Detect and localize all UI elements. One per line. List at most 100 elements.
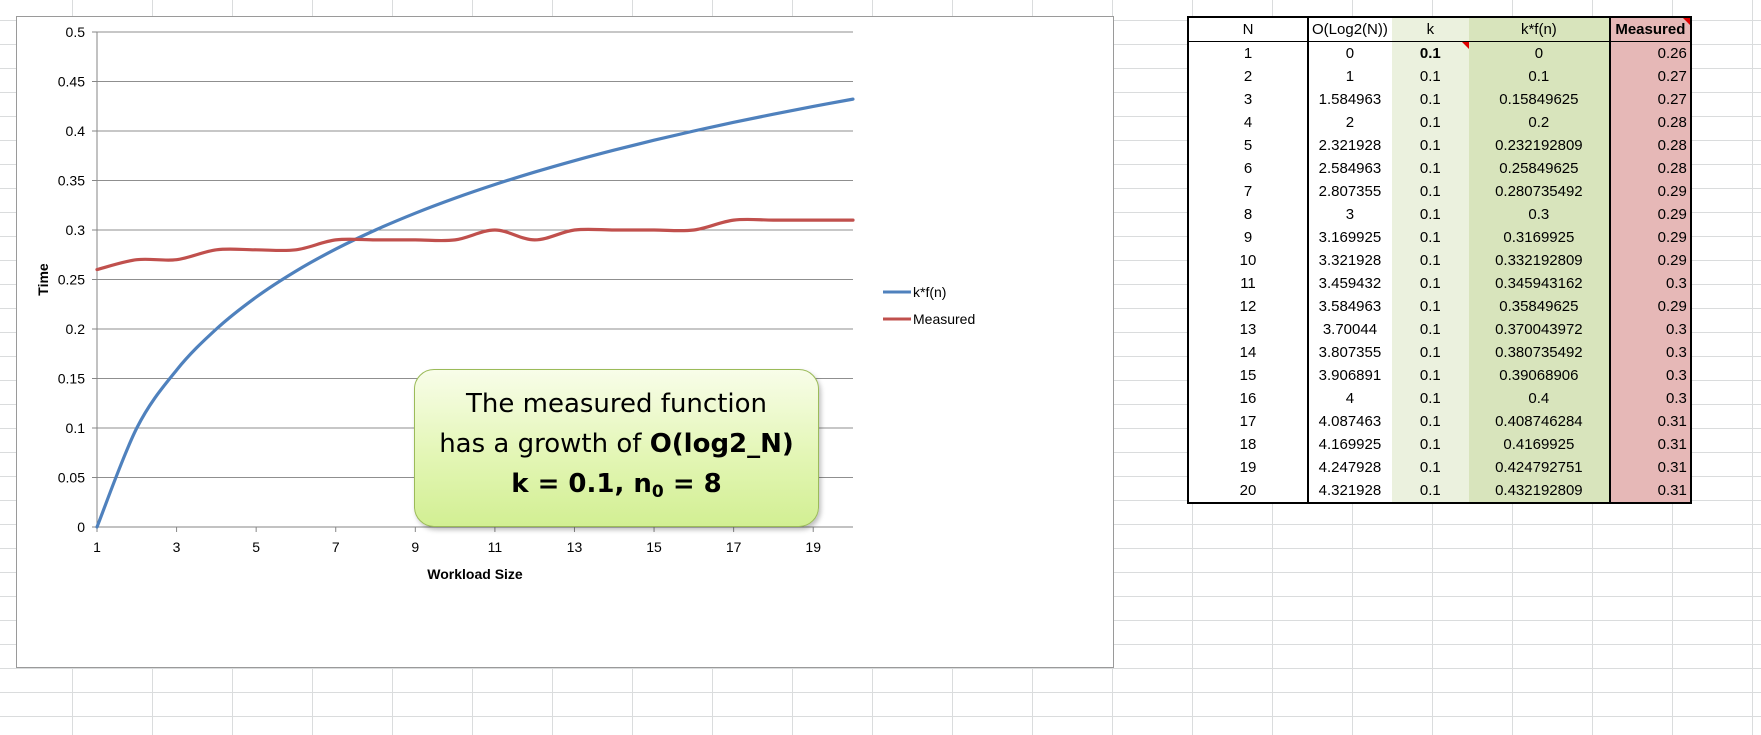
cell-n[interactable]: 20 [1187,479,1309,504]
cell-kfn[interactable]: 0.232192809 [1468,134,1610,157]
cell-measured[interactable]: 0.27 [1608,65,1692,88]
cell-olog[interactable]: 4.087463 [1308,410,1392,433]
cell-k[interactable]: 0.1 [1391,318,1469,341]
cell-measured[interactable]: 0.29 [1608,249,1692,272]
cell-kfn[interactable]: 0.39068906 [1468,364,1610,387]
cell-k[interactable]: 0.1 [1391,226,1469,249]
cell-k[interactable]: 0.1 [1391,111,1469,134]
cell-measured[interactable]: 0.28 [1608,111,1692,134]
cell-olog[interactable]: 4.321928 [1308,479,1392,504]
cell-olog[interactable]: 4 [1308,387,1392,410]
cell-n[interactable]: 12 [1187,295,1309,318]
cell-n[interactable]: 4 [1187,111,1309,134]
cell-olog[interactable]: 3 [1308,203,1392,226]
cell-olog[interactable]: 3.807355 [1308,341,1392,364]
cell-kfn[interactable]: 0.3169925 [1468,226,1610,249]
cell-kfn[interactable]: 0.432192809 [1468,479,1610,504]
cell-k[interactable]: 0.1 [1391,41,1469,65]
cell-k[interactable]: 0.1 [1391,410,1469,433]
cell-kfn[interactable]: 0.370043972 [1468,318,1610,341]
cell-olog[interactable]: 0 [1308,41,1392,65]
cell-n[interactable]: 19 [1187,456,1309,479]
cell-k[interactable]: 0.1 [1391,157,1469,180]
cell-n[interactable]: 2 [1187,65,1309,88]
cell-k[interactable]: 0.1 [1391,65,1469,88]
cell-measured[interactable]: 0.3 [1608,364,1692,387]
cell-olog[interactable]: 2.807355 [1308,180,1392,203]
cell-kfn[interactable]: 0.424792751 [1468,456,1610,479]
cell-kfn[interactable]: 0 [1468,41,1610,65]
cell-k[interactable]: 0.1 [1391,456,1469,479]
cell-n[interactable]: 3 [1187,88,1309,111]
cell-measured[interactable]: 0.3 [1608,272,1692,295]
cell-n[interactable]: 6 [1187,157,1309,180]
cell-kfn[interactable]: 0.345943162 [1468,272,1610,295]
cell-measured[interactable]: 0.3 [1608,341,1692,364]
cell-kfn[interactable]: 0.408746284 [1468,410,1610,433]
cell-measured[interactable]: 0.29 [1608,203,1692,226]
cell-n[interactable]: 18 [1187,433,1309,456]
header-k[interactable]: k [1391,16,1469,42]
cell-n[interactable]: 9 [1187,226,1309,249]
cell-n[interactable]: 13 [1187,318,1309,341]
cell-kfn[interactable]: 0.35849625 [1468,295,1610,318]
cell-measured[interactable]: 0.31 [1608,433,1692,456]
cell-k[interactable]: 0.1 [1391,364,1469,387]
chart-area[interactable]: 0 0.05 0.1 0.15 0.2 0.25 0.3 0.35 0.4 0.45 0.5 1 3 5 7… [16,16,1114,668]
header-kfn[interactable]: k*f(n) [1468,16,1610,42]
cell-n[interactable]: 17 [1187,410,1309,433]
cell-kfn[interactable]: 0.280735492 [1468,180,1610,203]
cell-kfn[interactable]: 0.15849625 [1468,88,1610,111]
cell-olog[interactable]: 4.169925 [1308,433,1392,456]
cell-n[interactable]: 1 [1187,41,1309,65]
cell-measured[interactable]: 0.31 [1608,456,1692,479]
annotation-callout[interactable]: The measured function has a growth of O(… [414,369,819,527]
cell-n[interactable]: 5 [1187,134,1309,157]
cell-kfn[interactable]: 0.4169925 [1468,433,1610,456]
cell-measured[interactable]: 0.3 [1608,387,1692,410]
cell-kfn[interactable]: 0.2 [1468,111,1610,134]
cell-measured[interactable]: 0.29 [1608,226,1692,249]
header-olog[interactable]: O(Log2(N)) [1308,16,1392,42]
cell-k[interactable]: 0.1 [1391,203,1469,226]
cell-measured[interactable]: 0.3 [1608,318,1692,341]
cell-n[interactable]: 11 [1187,272,1309,295]
cell-n[interactable]: 14 [1187,341,1309,364]
cell-n[interactable]: 8 [1187,203,1309,226]
cell-kfn[interactable]: 0.4 [1468,387,1610,410]
cell-measured[interactable]: 0.29 [1608,180,1692,203]
cell-kfn[interactable]: 0.3 [1468,203,1610,226]
cell-olog[interactable]: 3.584963 [1308,295,1392,318]
cell-n[interactable]: 16 [1187,387,1309,410]
cell-measured[interactable]: 0.28 [1608,157,1692,180]
cell-k[interactable]: 0.1 [1391,295,1469,318]
cell-measured[interactable]: 0.31 [1608,479,1692,504]
cell-k[interactable]: 0.1 [1391,479,1469,504]
cell-k[interactable]: 0.1 [1391,180,1469,203]
cell-kfn[interactable]: 0.1 [1468,65,1610,88]
cell-olog[interactable]: 2.321928 [1308,134,1392,157]
cell-measured[interactable]: 0.27 [1608,88,1692,111]
cell-olog[interactable]: 3.906891 [1308,364,1392,387]
cell-measured[interactable]: 0.28 [1608,134,1692,157]
cell-k[interactable]: 0.1 [1391,272,1469,295]
cell-olog[interactable]: 3.321928 [1308,249,1392,272]
header-n[interactable]: N [1187,16,1309,42]
cell-k[interactable]: 0.1 [1391,433,1469,456]
cell-olog[interactable]: 1.584963 [1308,88,1392,111]
cell-n[interactable]: 7 [1187,180,1309,203]
cell-k[interactable]: 0.1 [1391,341,1469,364]
cell-kfn[interactable]: 0.332192809 [1468,249,1610,272]
cell-olog[interactable]: 4.247928 [1308,456,1392,479]
cell-kfn[interactable]: 0.25849625 [1468,157,1610,180]
cell-olog[interactable]: 1 [1308,65,1392,88]
cell-k[interactable]: 0.1 [1391,134,1469,157]
cell-olog[interactable]: 2 [1308,111,1392,134]
cell-measured[interactable]: 0.31 [1608,410,1692,433]
cell-kfn[interactable]: 0.380735492 [1468,341,1610,364]
cell-k[interactable]: 0.1 [1391,387,1469,410]
header-measured[interactable]: Measured [1608,16,1692,42]
cell-k[interactable]: 0.1 [1391,88,1469,111]
cell-measured[interactable]: 0.26 [1608,41,1692,65]
cell-olog[interactable]: 3.459432 [1308,272,1392,295]
